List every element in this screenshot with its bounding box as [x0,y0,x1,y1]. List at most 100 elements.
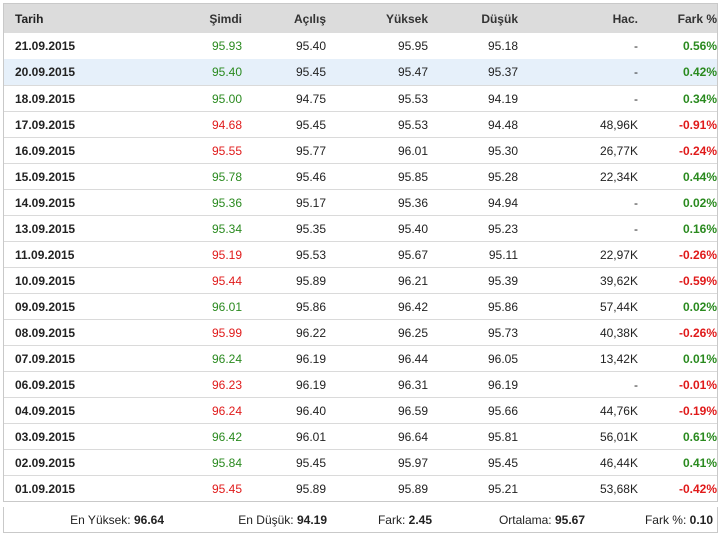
cell-low: 95.66 [487,403,518,418]
cell-date: 18.09.2015 [15,91,76,106]
table-row[interactable]: 07.09.2015 96.24 96.19 96.44 96.05 13,42K 0.01… [4,345,717,371]
header-change[interactable]: Fark % [677,11,717,26]
cell-open: 95.45 [295,65,326,79]
summary-footer: En Yüksek: 96.64 En Düşük: 94.19 Fark: 2… [3,507,718,533]
cell-open: 95.46 [295,169,326,184]
cell-change: -0.26% [678,247,717,262]
cell-volume: - [634,39,638,53]
cell-date: 04.09.2015 [15,403,76,418]
cell-open: 96.01 [295,429,326,444]
cell-open: 96.40 [295,403,326,418]
cell-date: 20.09.2015 [15,65,76,79]
cell-date: 16.09.2015 [15,143,76,158]
table-row[interactable]: 04.09.2015 96.24 96.40 96.59 95.66 44,76K -0.1… [4,397,717,423]
table-row[interactable]: 03.09.2015 96.42 96.01 96.64 95.81 56,01K 0.61… [4,423,717,449]
header-open[interactable]: Açılış [293,11,326,26]
header-date[interactable]: Tarih [15,11,44,26]
cell-change: 0.02% [682,195,717,210]
summary-diff-label: Fark: [377,512,406,527]
summary-high-label: En Yüksek: [70,512,131,527]
summary-percent-value: 0.10 [689,512,713,527]
cell-date: 14.09.2015 [15,195,76,210]
cell-volume: 13,42K [599,351,638,366]
cell-volume: 22,34K [599,169,638,184]
cell-high: 95.53 [397,91,428,106]
cell-low: 95.18 [487,39,518,53]
table-row[interactable]: 20.09.2015 95.40 95.45 95.47 95.37 - 0.42% [4,59,717,85]
table-row[interactable]: 21.09.2015 95.93 95.40 95.95 95.18 - 0.56% [4,33,717,59]
summary-percent-label: Fark %: [644,512,687,527]
cell-open: 95.40 [295,39,326,53]
table-row[interactable]: 17.09.2015 94.68 95.45 95.53 94.48 48,96K -0.9… [4,111,717,137]
cell-high: 95.89 [397,481,428,496]
cell-high: 96.59 [397,403,428,418]
table-row[interactable]: 15.09.2015 95.78 95.46 95.85 95.28 22,34K 0.44… [4,163,717,189]
cell-open: 95.86 [295,299,326,314]
cell-date: 07.09.2015 [15,351,76,366]
cell-open: 95.35 [295,221,326,236]
table-row[interactable]: 02.09.2015 95.84 95.45 95.97 95.45 46,44K 0.41… [4,449,717,475]
cell-date: 02.09.2015 [15,455,76,470]
table-row[interactable]: 13.09.2015 95.34 95.35 95.40 95.23 - 0.16% [4,215,717,241]
cell-change: -0.24% [678,143,717,158]
cell-high: 95.95 [397,39,428,53]
cell-high: 95.85 [397,169,428,184]
cell-now: 95.44 [211,273,242,288]
table-row[interactable]: 18.09.2015 95.00 94.75 95.53 94.19 - 0.34% [4,85,717,111]
summary-diff-value: 2.45 [408,512,432,527]
cell-low: 95.23 [487,221,518,236]
cell-volume: 26,77K [599,143,638,158]
cell-now: 96.24 [211,351,242,366]
summary-diff: Fark: 2.45 [327,513,432,527]
cell-low: 95.73 [487,325,518,340]
cell-volume: - [634,65,638,79]
cell-volume: 57,44K [599,299,638,314]
cell-volume: - [634,195,638,210]
cell-high: 96.42 [397,299,428,314]
cell-change: 0.01% [682,351,717,366]
cell-change: -0.59% [678,273,717,288]
cell-date: 08.09.2015 [15,325,76,340]
cell-now: 94.68 [211,117,242,132]
header-volume[interactable]: Hac. [612,11,638,26]
cell-date: 09.09.2015 [15,299,76,314]
header-now[interactable]: Şimdi [209,11,242,26]
cell-volume: 48,96K [599,117,638,132]
table-row[interactable]: 09.09.2015 96.01 95.86 96.42 95.86 57,44K 0.02… [4,293,717,319]
table-row[interactable]: 08.09.2015 95.99 96.22 96.25 95.73 40,38K -0.2… [4,319,717,345]
cell-now: 95.78 [211,169,242,184]
cell-low: 94.19 [487,91,518,106]
cell-now: 96.42 [211,429,242,444]
cell-volume: 40,38K [599,325,638,340]
summary-low-label: En Düşük: [238,512,294,527]
cell-high: 95.97 [397,455,428,470]
table-row[interactable]: 10.09.2015 95.44 95.89 96.21 95.39 39,62K -0.5… [4,267,717,293]
table-header: Tarih Şimdi Açılış Yüksek Düşük Hac. Far… [4,4,717,33]
header-high[interactable]: Yüksek [385,11,428,26]
cell-low: 95.28 [487,169,518,184]
cell-open: 96.19 [295,351,326,366]
cell-change: 0.34% [682,91,717,106]
cell-high: 96.44 [397,351,428,366]
cell-high: 95.53 [397,117,428,132]
cell-change: -0.91% [678,117,717,132]
table-row[interactable]: 11.09.2015 95.19 95.53 95.67 95.11 22,97K -0.2… [4,241,717,267]
cell-high: 95.47 [397,65,428,79]
cell-low: 95.11 [488,247,518,262]
cell-change: 0.42% [682,65,717,79]
table-row[interactable]: 06.09.2015 96.23 96.19 96.31 96.19 - -0.01% [4,371,717,397]
cell-now: 95.00 [211,91,242,106]
cell-volume: 46,44K [599,455,638,470]
table-row[interactable]: 16.09.2015 95.55 95.77 96.01 95.30 26,77K -0.2… [4,137,717,163]
cell-open: 96.22 [295,325,326,340]
cell-change: -0.42% [678,481,717,496]
header-low[interactable]: Düşük [481,11,518,26]
table-row[interactable]: 01.09.2015 95.45 95.89 95.89 95.21 53,68K -0.4… [4,475,717,501]
table-body: 21.09.2015 95.93 95.40 95.95 95.18 - 0.56% 20.0… [4,33,717,501]
cell-volume: 56,01K [599,429,638,444]
cell-high: 95.36 [397,195,428,210]
cell-volume: 22,97K [599,247,638,262]
table-row[interactable]: 14.09.2015 95.36 95.17 95.36 94.94 - 0.02% [4,189,717,215]
cell-now: 95.99 [211,325,242,340]
summary-low: En Düşük: 94.19 [164,513,327,527]
